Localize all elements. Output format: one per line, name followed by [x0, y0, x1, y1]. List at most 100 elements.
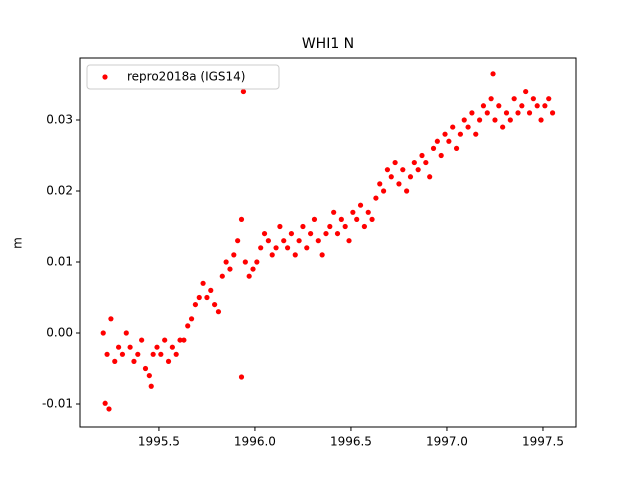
- data-point: [204, 294, 210, 301]
- data-point: [549, 110, 556, 116]
- data-point: [139, 337, 145, 343]
- data-point: [523, 88, 529, 95]
- data-point: [158, 351, 164, 357]
- data-point: [407, 174, 414, 180]
- data-point: [350, 209, 356, 215]
- data-point: [250, 266, 256, 272]
- data-point: [273, 245, 279, 251]
- data-point: [373, 195, 379, 201]
- x-tick-label: 1997.5: [522, 435, 564, 449]
- data-point: [323, 230, 329, 237]
- data-point: [200, 280, 206, 286]
- data-point: [219, 273, 225, 279]
- data-point: [261, 230, 268, 237]
- data-point: [438, 152, 444, 159]
- data-point: [546, 96, 552, 102]
- data-point: [338, 216, 344, 222]
- data-point: [380, 188, 387, 194]
- data-point: [453, 145, 460, 151]
- y-tick-label: 0.00: [46, 325, 73, 339]
- data-point: [465, 124, 471, 130]
- data-point: [227, 266, 233, 272]
- data-point: [461, 117, 467, 123]
- data-point: [490, 71, 496, 77]
- data-point: [131, 358, 137, 364]
- data-point: [430, 145, 437, 151]
- data-point: [334, 230, 341, 237]
- data-point: [327, 223, 333, 230]
- data-point: [365, 209, 371, 215]
- data-point: [388, 174, 394, 180]
- y-tick-label: 0.01: [46, 254, 73, 268]
- data-point: [357, 202, 364, 208]
- data-point: [238, 216, 245, 222]
- data-point: [503, 110, 510, 116]
- data-point: [277, 223, 283, 230]
- data-point: [423, 159, 429, 166]
- y-tick-label: 0.02: [46, 183, 73, 197]
- data-point: [354, 216, 360, 222]
- x-tick-label: 1995.5: [138, 435, 180, 449]
- y-tick-label: -0.01: [42, 396, 73, 410]
- y-tick-label: 0.03: [46, 112, 73, 126]
- data-point: [519, 103, 525, 109]
- data-point: [135, 351, 141, 357]
- data-point: [315, 238, 321, 244]
- data-point: [231, 252, 237, 258]
- data-point: [469, 110, 475, 116]
- data-point: [473, 131, 479, 137]
- legend-label: repro2018a (IGS14): [127, 70, 245, 84]
- data-point: [450, 124, 456, 130]
- data-point: [530, 96, 536, 102]
- data-point: [188, 316, 195, 322]
- data-point: [411, 159, 417, 166]
- data-point: [500, 124, 506, 130]
- data-point: [238, 374, 245, 380]
- data-point: [292, 252, 298, 258]
- data-point: [148, 383, 154, 389]
- data-point: [331, 209, 337, 215]
- data-point: [484, 110, 490, 116]
- data-point: [112, 358, 118, 364]
- data-point: [284, 245, 291, 251]
- data-point: [457, 131, 464, 137]
- data-point: [488, 96, 494, 102]
- data-point: [269, 252, 275, 258]
- data-point: [127, 344, 133, 350]
- data-point: [106, 406, 112, 412]
- data-point: [254, 259, 260, 265]
- data-point: [123, 330, 129, 336]
- data-point: [515, 110, 521, 116]
- data-point: [534, 103, 540, 109]
- data-point: [434, 138, 440, 144]
- data-point: [492, 117, 498, 123]
- data-point: [477, 117, 483, 123]
- data-point: [100, 330, 106, 336]
- data-point: [526, 110, 533, 116]
- data-point: [215, 309, 222, 315]
- data-point: [427, 174, 433, 180]
- data-point: [538, 117, 544, 123]
- x-tick-label: 1997.0: [426, 435, 468, 449]
- data-point: [104, 351, 110, 357]
- data-point: [480, 103, 487, 109]
- data-point: [308, 230, 314, 237]
- data-point: [319, 252, 325, 258]
- x-tick-label: 1996.0: [234, 435, 276, 449]
- data-point: [192, 301, 199, 308]
- data-point: [511, 96, 517, 102]
- data-point: [173, 351, 179, 357]
- data-point: [346, 238, 352, 244]
- data-point: [223, 259, 229, 265]
- data-point: [507, 117, 513, 123]
- x-tick-label: 1996.5: [330, 435, 372, 449]
- data-point: [396, 181, 402, 187]
- data-point: [115, 344, 122, 350]
- data-point: [235, 238, 241, 244]
- data-point: [119, 351, 126, 357]
- data-point: [142, 365, 149, 372]
- data-point: [415, 167, 421, 173]
- data-point: [404, 188, 410, 194]
- data-point: [311, 216, 318, 222]
